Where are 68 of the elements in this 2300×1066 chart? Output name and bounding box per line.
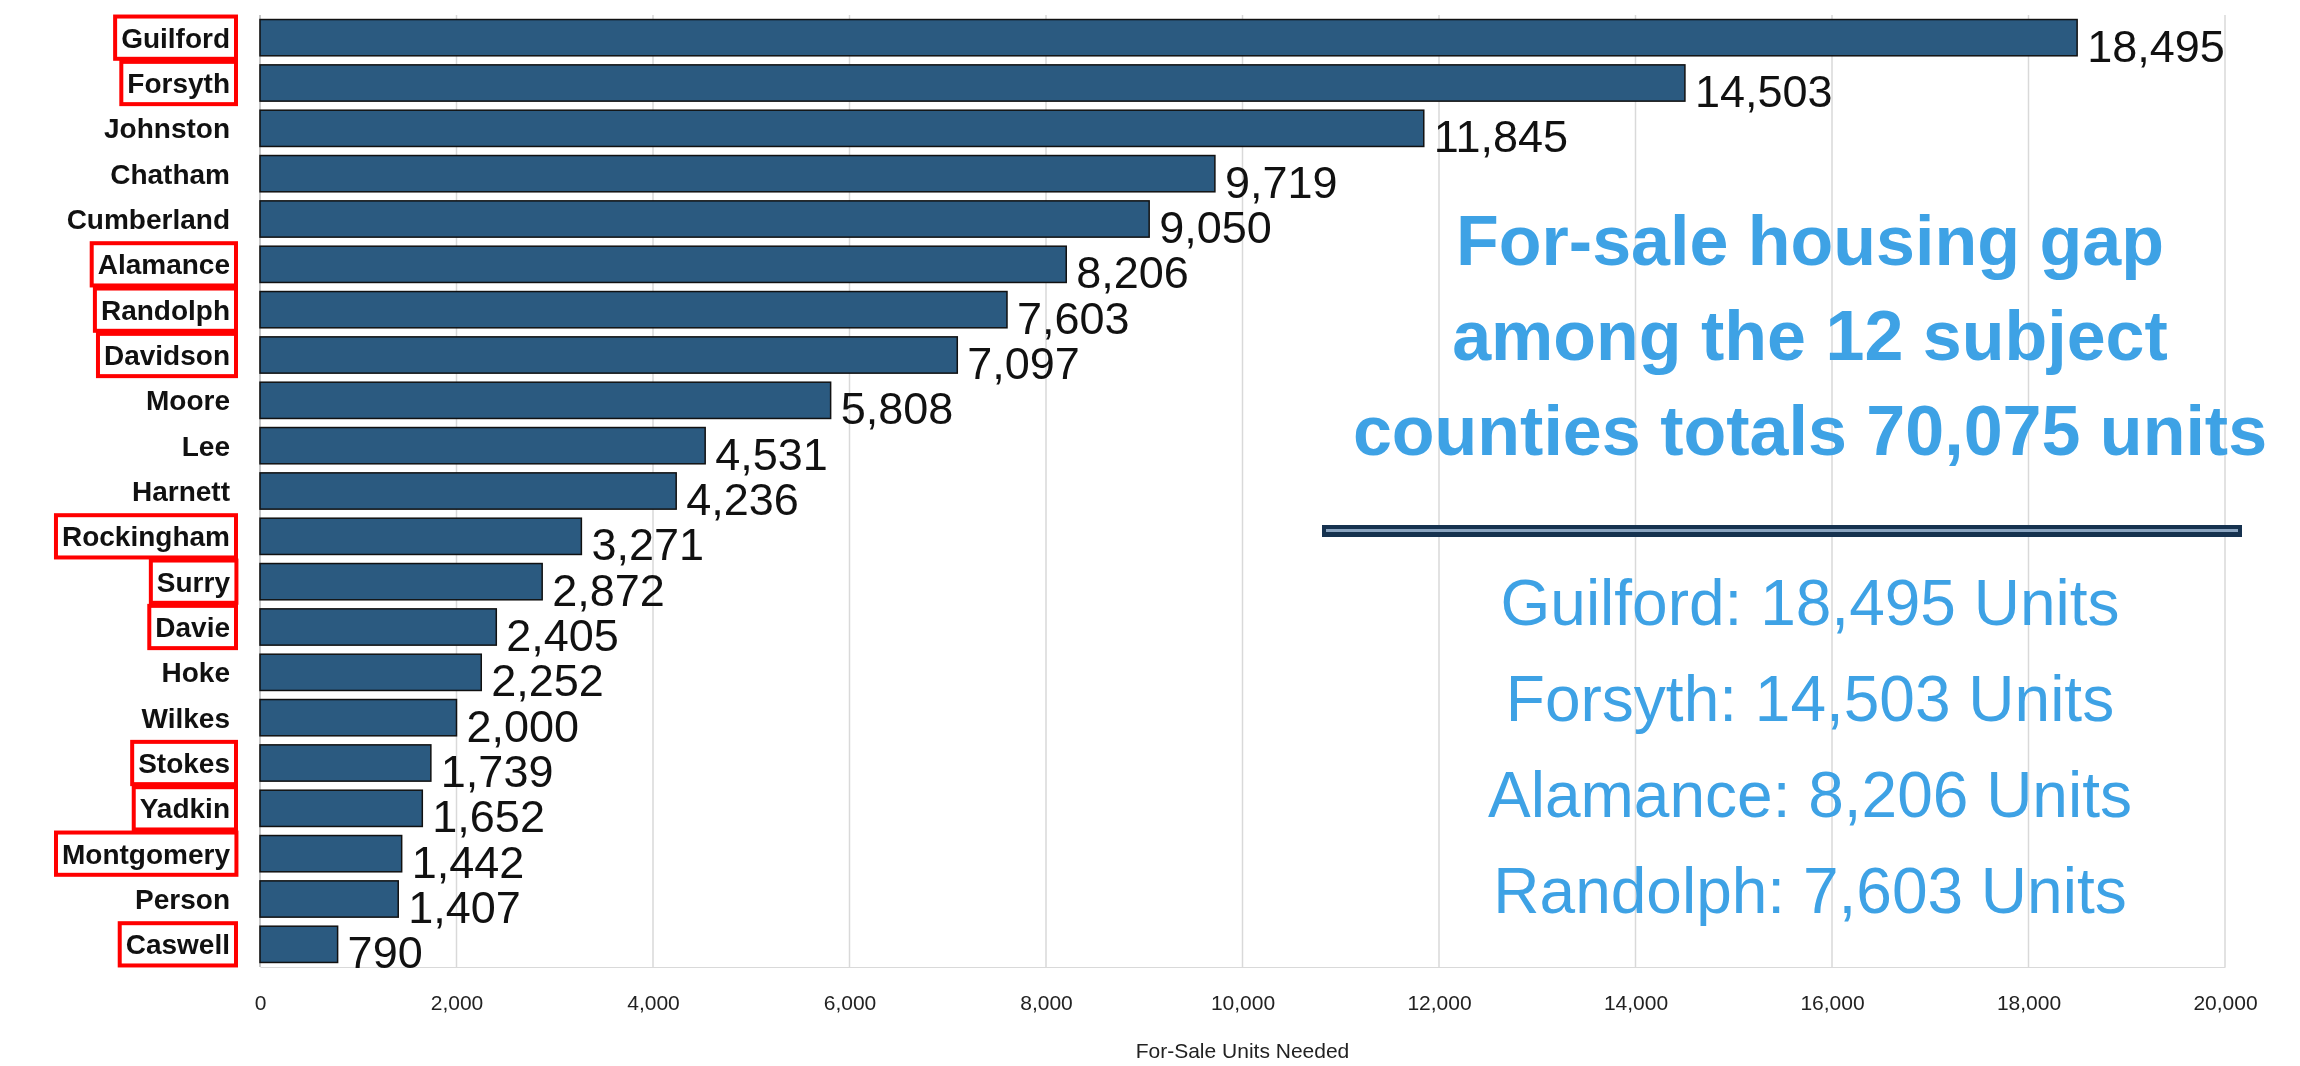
bar <box>259 154 1216 193</box>
bar <box>259 245 1067 284</box>
y-tick-label: Cumberland <box>66 204 230 235</box>
data-label: 18,495 <box>2087 20 2225 72</box>
bar <box>259 18 2078 57</box>
bar <box>259 426 706 465</box>
y-tick-label: Yadkin <box>139 793 230 825</box>
y-tick-label: Caswell <box>125 929 230 961</box>
bar <box>259 517 583 556</box>
bar <box>259 109 1425 148</box>
data-label: 4,531 <box>715 428 828 480</box>
bar <box>259 925 339 964</box>
y-tick-label: Wilkes <box>141 702 230 734</box>
annotation: Forsyth: 14,503 Units <box>1505 663 2115 735</box>
bar <box>259 472 677 510</box>
annotation: Guilford: 18,495 Units <box>1500 567 2120 639</box>
y-tick-label: Harnett <box>131 476 230 507</box>
y-tick-label: Guilford <box>121 22 230 54</box>
y-tick-label: Stokes <box>138 748 230 779</box>
annotation: Randolph: 7,603 Units <box>1493 855 2127 927</box>
data-label: 8,206 <box>1076 247 1189 299</box>
y-tick-label: Alamance <box>97 249 230 281</box>
bar <box>259 744 432 782</box>
y-tick-label: Davidson <box>103 340 230 371</box>
x-tick-label: 14,000 <box>1603 990 1669 1014</box>
y-tick-label: Moore <box>146 385 230 417</box>
y-tick-label: Person <box>135 884 230 915</box>
x-tick-label: 4,000 <box>627 990 680 1014</box>
bar <box>259 789 424 828</box>
bar <box>259 653 483 692</box>
bar <box>259 608 498 646</box>
data-label: 9,719 <box>1224 156 1338 208</box>
bar <box>259 834 403 873</box>
data-label: 11,845 <box>1433 111 1569 163</box>
text: For-sale housing gap among the 12 subject counties totals 70,075 units <box>1352 202 2268 470</box>
y-tick-label: Hoke <box>161 657 230 689</box>
x-axis-title: For-Sale Units Needed <box>1135 1039 1350 1062</box>
bar <box>259 381 832 420</box>
y-tick-label: Chatham <box>110 158 230 190</box>
bar <box>259 562 543 601</box>
y-tick-label: Lee <box>181 430 230 462</box>
x-tick-label: 20,000 <box>2193 990 2258 1014</box>
bar <box>259 64 1686 102</box>
data-label: 790 <box>347 927 423 979</box>
bar <box>259 290 1008 329</box>
x-tick-label: 0 <box>254 990 267 1014</box>
y-tick-label: Rockingham <box>61 521 230 553</box>
x-tick-label: 18,000 <box>1996 990 2062 1014</box>
y-tick-label: Randolph <box>100 294 230 326</box>
y-tick-label: Montgomery <box>62 838 231 870</box>
x-tick-label: 8,000 <box>1020 990 1073 1014</box>
y-tick-label: Surry <box>156 566 231 598</box>
bar <box>259 880 399 918</box>
data-label: 5,808 <box>840 383 954 435</box>
x-tick-label: 10,000 <box>1210 990 1276 1014</box>
bar <box>259 336 959 374</box>
data-label: 14,503 <box>1694 66 1833 117</box>
annotation: Alamance: 8,206 Units <box>1488 759 2132 831</box>
y-tick-label: Johnston <box>104 113 230 145</box>
x-tick-label: 6,000 <box>823 990 877 1014</box>
data-label: 3,271 <box>591 519 704 571</box>
y-tick-label: Forsyth <box>127 68 230 99</box>
y-tick-label: Davie <box>155 612 230 643</box>
x-tick-label: 2,000 <box>430 990 484 1014</box>
x-tick-label: 16,000 <box>1800 990 1865 1014</box>
x-tick-label: 12,000 <box>1407 990 1472 1014</box>
bar <box>259 698 458 737</box>
bar <box>259 200 1150 238</box>
